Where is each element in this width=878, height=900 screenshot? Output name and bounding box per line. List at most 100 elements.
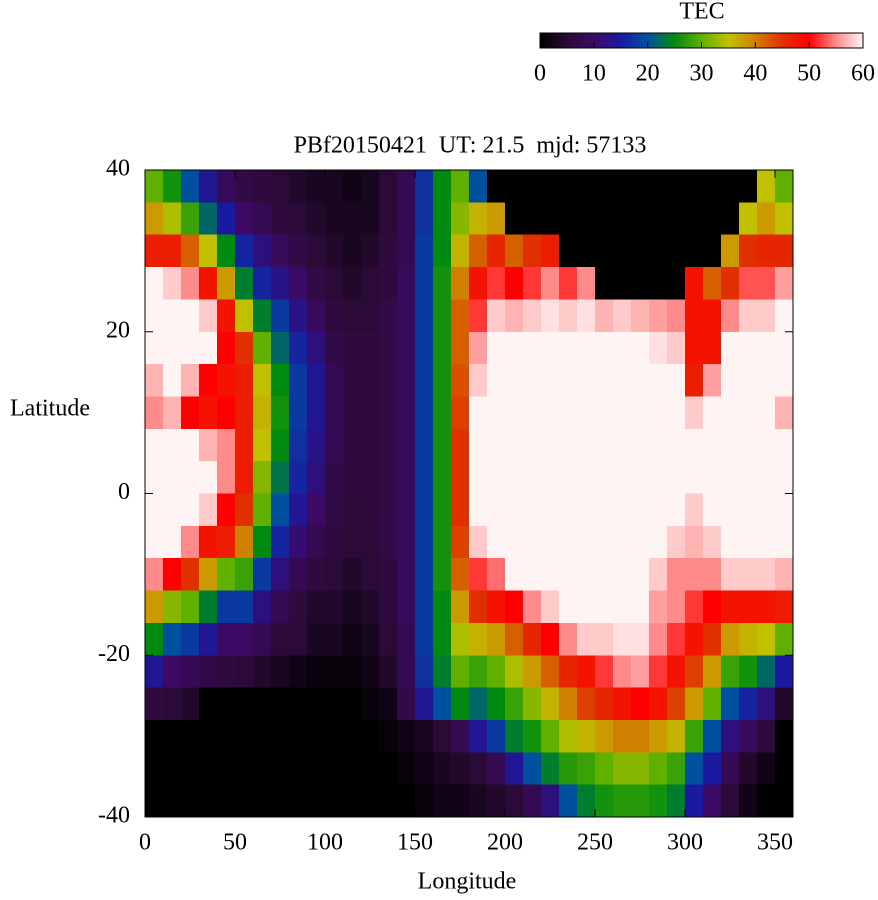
- heatmap-cell: [145, 752, 164, 786]
- heatmap-cell: [325, 428, 344, 462]
- heatmap-cell: [595, 687, 614, 721]
- heatmap-cell: [415, 234, 434, 268]
- heatmap-cell: [217, 493, 236, 527]
- heatmap-cell: [343, 299, 362, 333]
- heatmap-cell: [271, 719, 290, 753]
- heatmap-cell: [685, 364, 704, 397]
- heatmap-cell: [307, 719, 326, 753]
- heatmap-cell: [505, 331, 524, 365]
- heatmap-cell: [577, 622, 596, 656]
- heatmap-cell: [631, 655, 650, 689]
- heatmap-cell: [397, 170, 416, 203]
- heatmap-cell: [199, 364, 218, 397]
- heatmap-cell: [271, 461, 290, 494]
- heatmap-cell: [685, 655, 704, 689]
- heatmap-cell: [469, 202, 488, 236]
- heatmap-cell: [613, 170, 632, 203]
- heatmap-cell: [757, 752, 776, 786]
- heatmap-cell: [649, 299, 668, 333]
- heatmap-cell: [505, 493, 524, 527]
- heatmap-cell: [325, 331, 344, 365]
- heatmap-cell: [361, 590, 380, 624]
- heatmap-cell: [163, 590, 182, 624]
- heatmap-cell: [469, 299, 488, 333]
- heatmap-cell: [181, 299, 200, 333]
- heatmap-cell: [307, 299, 326, 333]
- heatmap-cell: [379, 267, 398, 300]
- heatmap-cell: [613, 493, 632, 527]
- heatmap-cell: [649, 719, 668, 753]
- heatmap-cell: [379, 202, 398, 236]
- heatmap-cell: [523, 719, 542, 753]
- heatmap-cell: [217, 687, 236, 721]
- heatmap-cell: [289, 267, 308, 300]
- heatmap-cell: [343, 234, 362, 268]
- heatmap-cell: [199, 170, 218, 203]
- heatmap-cell: [595, 558, 614, 592]
- heatmap-cell: [577, 234, 596, 268]
- heatmap-cell: [685, 719, 704, 753]
- heatmap-cell: [739, 752, 758, 786]
- heatmap-cell: [181, 461, 200, 494]
- heatmap-cell: [505, 364, 524, 397]
- heatmap-cell: [163, 331, 182, 365]
- heatmap-cell: [613, 590, 632, 624]
- heatmap-cell: [271, 752, 290, 786]
- heatmap-cell: [451, 267, 470, 300]
- heatmap-cell: [541, 525, 560, 559]
- heatmap-cell: [235, 299, 254, 333]
- heatmap-cell: [775, 622, 794, 656]
- heatmap-cell: [163, 202, 182, 236]
- heatmap-cell: [721, 752, 740, 786]
- heatmap-cell: [397, 525, 416, 559]
- heatmap-cell: [523, 234, 542, 268]
- heatmap-cell: [199, 590, 218, 624]
- heatmap-cell: [775, 558, 794, 592]
- heatmap-cell: [667, 396, 686, 430]
- heatmap-cell: [289, 202, 308, 236]
- heatmap-cell: [685, 170, 704, 203]
- heatmap-cell: [649, 396, 668, 430]
- heatmap-cell: [649, 784, 668, 818]
- heatmap-cell: [271, 202, 290, 236]
- heatmap-cell: [703, 590, 722, 624]
- heatmap-cell: [595, 655, 614, 689]
- heatmap-cell: [199, 719, 218, 753]
- heatmap-cell: [271, 687, 290, 721]
- heatmap-cell: [595, 461, 614, 494]
- heatmap-cell: [721, 655, 740, 689]
- heatmap-cell: [451, 364, 470, 397]
- heatmap-cell: [217, 590, 236, 624]
- heatmap-cell: [595, 170, 614, 203]
- heatmap-cell: [649, 234, 668, 268]
- heatmap-cell: [721, 493, 740, 527]
- heatmap-cell: [721, 170, 740, 203]
- heatmap-cell: [343, 202, 362, 236]
- y-tick-label: 20: [106, 317, 130, 343]
- heatmap-cell: [451, 525, 470, 559]
- heatmap-cell: [163, 558, 182, 592]
- heatmap-cell: [469, 622, 488, 656]
- heatmap-cell: [541, 170, 560, 203]
- y-tick-label: 0: [118, 479, 130, 505]
- heatmap-cell: [397, 234, 416, 268]
- heatmap-cell: [361, 461, 380, 494]
- heatmap-cell: [361, 202, 380, 236]
- heatmap-cell: [469, 267, 488, 300]
- heatmap-cell: [487, 461, 506, 494]
- x-axis-label: Longitude: [418, 869, 517, 895]
- heatmap-cell: [181, 493, 200, 527]
- heatmap-cell: [685, 396, 704, 430]
- heatmap-cell: [181, 234, 200, 268]
- heatmap-cell: [415, 493, 434, 527]
- heatmap-cell: [703, 267, 722, 300]
- heatmap-cell: [235, 558, 254, 592]
- heatmap-cell: [145, 170, 164, 203]
- heatmap-cell: [487, 687, 506, 721]
- heatmap-cell: [199, 622, 218, 656]
- heatmap-cell: [343, 331, 362, 365]
- heatmap-cell: [757, 364, 776, 397]
- heatmap-cell: [163, 687, 182, 721]
- heatmap-cell: [307, 525, 326, 559]
